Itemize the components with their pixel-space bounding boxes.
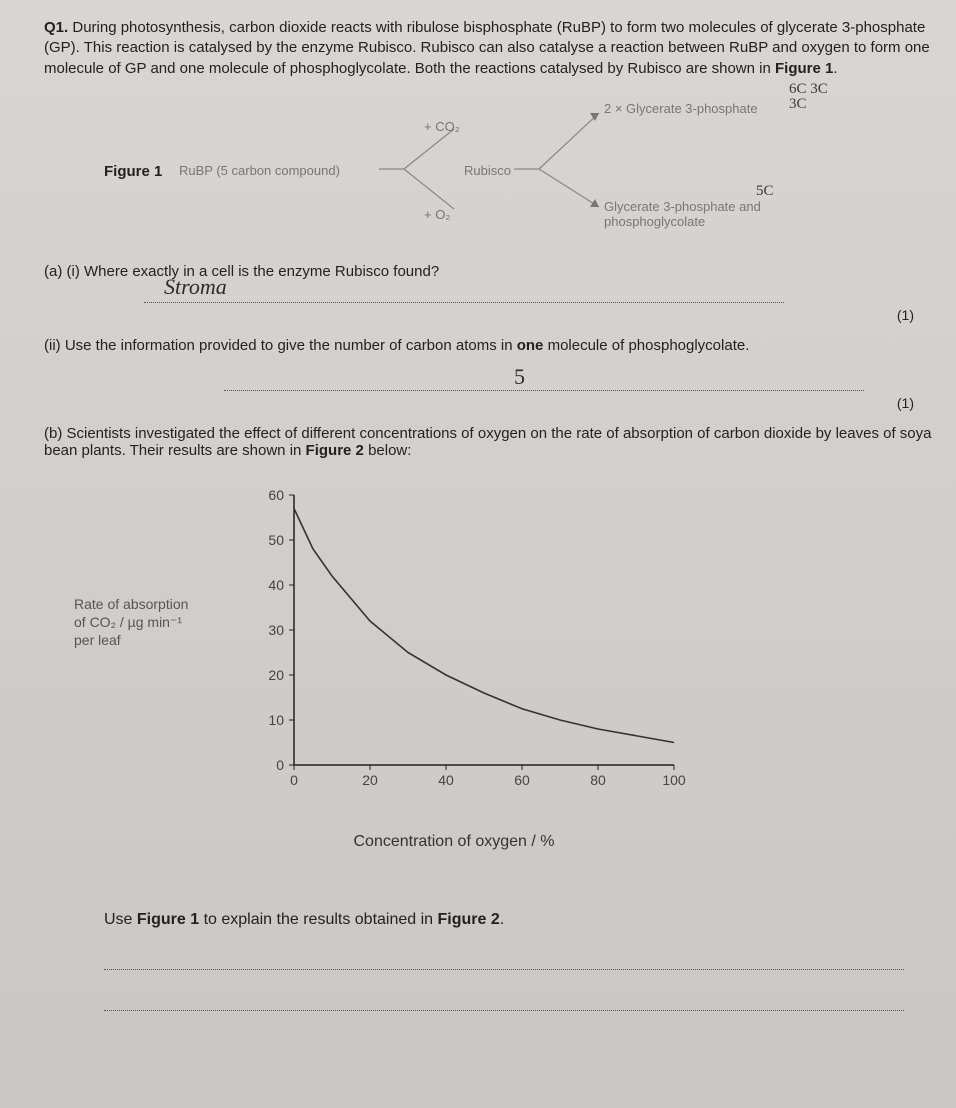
part-b-text: (b) Scientists investigated the effect o… (44, 425, 931, 459)
y-axis-label: Rate of absorption of CO₂ / µg min⁻¹ per… (74, 595, 234, 650)
part-b-bold: Figure 2 (306, 442, 364, 459)
marks-a-i: (1) (44, 307, 944, 323)
part-a-ii-bold: one (517, 337, 544, 354)
output-bottom-1: Glycerate 3-phosphate and (604, 199, 761, 214)
handwritten-answer-stroma: Stroma (164, 274, 227, 300)
explain-b1: Figure 1 (137, 911, 199, 928)
rubp-text: RuBP (5 carbon compound) (179, 163, 340, 178)
svg-text:40: 40 (268, 577, 284, 593)
answer-line-2 (104, 988, 904, 1011)
svg-text:40: 40 (438, 772, 454, 788)
chart-svg: 0 10 20 30 40 50 60 0 20 40 60 80 100 (244, 485, 704, 805)
explain-post: . (500, 911, 504, 928)
ylab-1: Rate of absorption (74, 596, 188, 612)
svg-text:80: 80 (590, 772, 606, 788)
svg-text:20: 20 (268, 667, 284, 683)
figure-ref: Figure 1 (775, 60, 833, 77)
worksheet-page: Q1. During photosynthesis, carbon dioxid… (0, 0, 956, 1108)
explain-prompt: Use Figure 1 to explain the results obta… (104, 911, 944, 929)
svg-text:50: 50 (268, 532, 284, 548)
rubisco-text: Rubisco (464, 163, 511, 178)
o2-label: + O₂ (424, 207, 450, 222)
marks-a-ii: (1) (44, 395, 944, 411)
part-a-ii-tail: molecule of phosphoglycolate. (543, 337, 749, 354)
part-b-tail: below: (364, 442, 412, 459)
figure-2-chart: Rate of absorption of CO₂ / µg min⁻¹ per… (244, 485, 944, 825)
answer-line-1 (104, 947, 904, 970)
part-a-ii: (ii) Use the information provided to giv… (44, 337, 944, 354)
output-bottom-2: phosphoglycolate (604, 214, 705, 229)
figure-1-label: Figure 1 (104, 163, 162, 180)
svg-text:0: 0 (276, 757, 284, 773)
figure-1-diagram: 6C 3C 3C 5C Figure 1 RuBP (5 carbon comp… (44, 99, 944, 249)
explain-pre: Use (104, 911, 137, 928)
answer-line-a-i: Stroma (144, 284, 784, 303)
svg-text:0: 0 (290, 772, 298, 788)
svg-text:10: 10 (268, 712, 284, 728)
output-bottom: Glycerate 3-phosphate and phosphoglycola… (604, 199, 761, 229)
svg-text:60: 60 (514, 772, 530, 788)
answer-line-a-ii: 5 (224, 372, 864, 391)
handwritten-answer-5: 5 (514, 364, 525, 390)
ylab-2: of CO₂ / µg min⁻¹ (74, 614, 182, 630)
svg-text:60: 60 (268, 487, 284, 503)
explain-mid: to explain the results obtained in (199, 911, 437, 928)
part-a-ii-text: (ii) Use the information provided to giv… (44, 337, 517, 354)
question-header: Q1. During photosynthesis, carbon dioxid… (44, 18, 944, 79)
ylab-3: per leaf (74, 632, 121, 648)
a-ii-tail-inner: molecule of phosphoglycolate. (543, 337, 749, 354)
svg-text:30: 30 (268, 622, 284, 638)
x-axis-label: Concentration of oxygen / % (244, 833, 664, 851)
explain-b2: Figure 2 (438, 911, 500, 928)
output-top: 2 × Glycerate 3-phosphate (604, 101, 758, 116)
svg-text:100: 100 (662, 772, 686, 788)
part-b: (b) Scientists investigated the effect o… (44, 425, 944, 459)
question-number: Q1. (44, 19, 68, 36)
svg-text:20: 20 (362, 772, 378, 788)
co2-label: + CO₂ (424, 119, 460, 134)
